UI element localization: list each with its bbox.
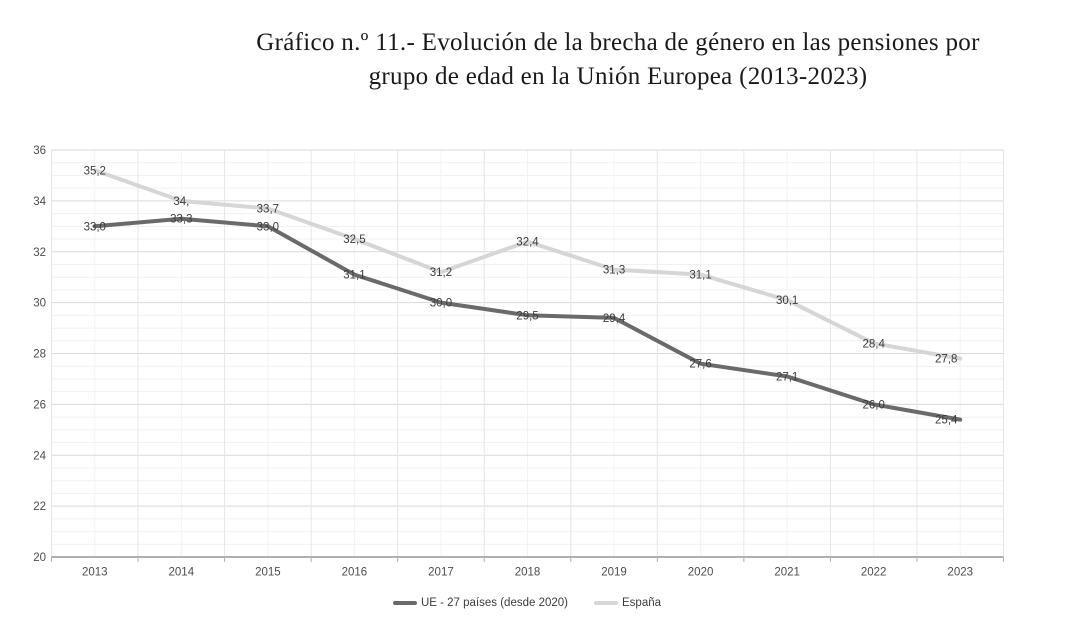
legend: UE - 27 países (desde 2020) España (51, 597, 1003, 609)
data-label: 31,2 (430, 267, 452, 279)
x-tick-label: 2021 (774, 567, 800, 579)
chart-title-line1: Gráfico n.º 11.- Evolución de la brecha … (256, 29, 980, 56)
y-tick-label: 26 (33, 399, 46, 411)
x-tick-label: 2020 (688, 567, 714, 579)
x-tick-label: 2013 (82, 567, 108, 579)
x-tick-label: 2017 (428, 567, 454, 579)
data-label: 27,6 (689, 359, 711, 371)
x-tick-label: 2016 (342, 567, 368, 579)
data-label: 26,0 (862, 399, 884, 411)
data-label: 25,4 (935, 415, 958, 427)
data-label: 34, (173, 196, 189, 208)
y-tick-label: 24 (33, 450, 46, 462)
data-label: 31,1 (689, 270, 711, 282)
x-tick-label: 2015 (255, 567, 281, 579)
data-label: 28,4 (862, 338, 885, 350)
x-tick-label: 2022 (861, 567, 887, 579)
data-label: 29,5 (516, 310, 538, 322)
data-label: 33,7 (257, 204, 279, 216)
data-label: 30,1 (776, 295, 798, 307)
y-tick-label: 20 (33, 552, 46, 564)
data-label: 33,3 (170, 214, 192, 226)
y-tick-label: 22 (33, 501, 46, 513)
data-label: 35,2 (84, 165, 106, 177)
data-label: 31,3 (603, 265, 625, 277)
data-label: 33,0 (84, 221, 106, 233)
x-tick-label: 2014 (169, 567, 195, 579)
series-line-0 (92, 216, 963, 422)
y-tick-label: 32 (33, 247, 46, 259)
data-label: 27,1 (776, 371, 798, 383)
y-tick-label: 30 (33, 298, 46, 310)
y-tick-label: 36 (33, 145, 46, 157)
chart-title: Gráfico n.º 11.- Evolución de la brecha … (160, 26, 1076, 94)
data-label: 32,5 (343, 234, 365, 246)
legend-label-ue: UE - 27 países (desde 2020) (420, 597, 568, 609)
data-label: 32,4 (516, 237, 539, 249)
data-label: 33,0 (257, 221, 279, 233)
ue-line-swatch (392, 601, 417, 605)
x-tick-label: 2018 (515, 567, 541, 579)
x-tick-label: 2023 (947, 567, 973, 579)
legend-label-espana: España (622, 597, 662, 609)
legend-item-espana: España (594, 597, 661, 609)
espana-line-swatch (594, 601, 618, 605)
data-label: 31,1 (343, 270, 365, 282)
series-line-1 (92, 168, 963, 361)
y-tick-label: 28 (33, 349, 46, 361)
data-label: 30,0 (430, 298, 452, 310)
legend-item-ue: UE - 27 países (desde 2020) (392, 597, 568, 609)
chart-title-line2: grupo de edad en la Unión Europea (2013-… (368, 63, 868, 90)
data-label: 29,4 (603, 313, 626, 325)
data-label: 27,8 (935, 354, 957, 366)
x-tick-label: 2019 (601, 567, 627, 579)
y-tick-label: 34 (33, 196, 46, 208)
